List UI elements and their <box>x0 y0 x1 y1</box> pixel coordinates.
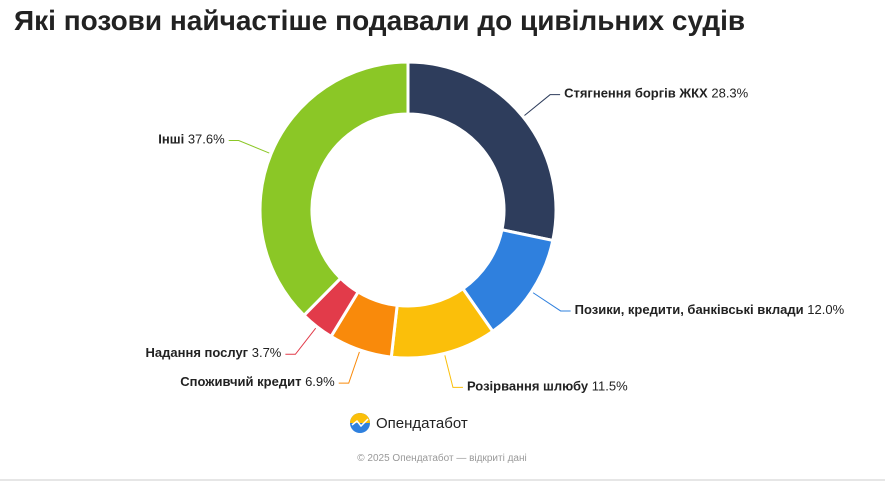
data-label: Інші 37.6% <box>158 132 225 147</box>
category-name: Інші <box>158 132 184 147</box>
category-name: Споживчий кредит <box>180 375 301 390</box>
leader-line <box>524 94 561 116</box>
category-name: Надання послуг <box>146 346 249 361</box>
data-label: Споживчий кредит 6.9% <box>180 375 335 390</box>
data-label: Надання послуг 3.7% <box>146 346 282 361</box>
value-label: 6.9% <box>305 375 335 390</box>
brand-logo <box>350 413 370 433</box>
category-name: Розірвання шлюбу <box>467 379 589 394</box>
value-label: 12.0% <box>807 302 844 317</box>
leader-line <box>444 355 463 388</box>
category-name: Стягнення боргів ЖКХ <box>564 86 708 101</box>
value-label: 11.5% <box>592 379 628 394</box>
value-label: 3.7% <box>252 346 282 361</box>
donut-slice <box>406 60 558 242</box>
brand-name: Опендатабот <box>376 415 468 432</box>
leader-line <box>338 351 360 384</box>
data-label: Позики, кредити, банківські вклади 12.0% <box>575 302 845 317</box>
value-label: 28.3% <box>711 86 748 101</box>
leader-line <box>285 327 317 355</box>
leader-line <box>228 140 270 154</box>
chart-title: Які позови найчастіше подавали до цивіль… <box>14 5 745 36</box>
footer: © 2025 Опендатабот — відкриті дані <box>357 452 526 464</box>
leader-line <box>532 292 571 312</box>
category-name: Позики, кредити, банківські вклади <box>575 302 804 317</box>
value-label: 37.6% <box>188 132 225 147</box>
data-label: Розірвання шлюбу 11.5% <box>467 379 628 394</box>
donut-slice <box>258 60 410 317</box>
data-label: Стягнення боргів ЖКХ 28.3% <box>564 86 749 101</box>
